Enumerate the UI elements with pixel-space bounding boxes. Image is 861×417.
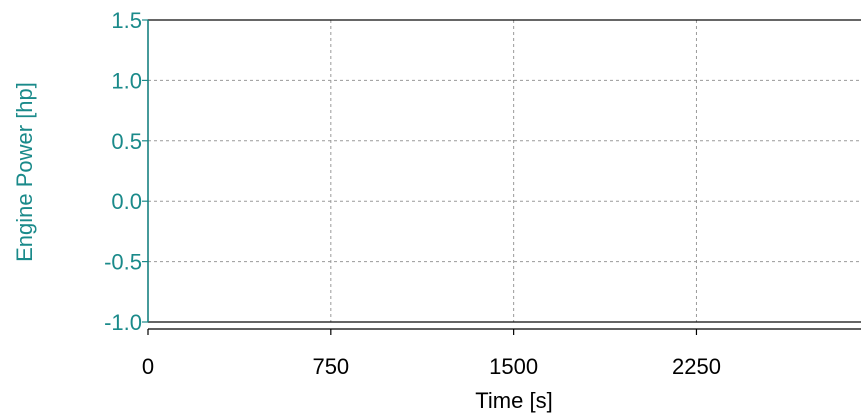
y-tick-label: 0.5	[111, 129, 142, 154]
plot-frame	[147, 19, 861, 323]
grid-lines	[148, 20, 861, 322]
y-tick-label: -0.5	[104, 250, 142, 275]
x-tick-label: 0	[142, 354, 154, 379]
y-axis-ticks: -1.0 -0.5 0.0 0.5 1.0 1.5	[104, 8, 148, 335]
x-tick-label: 2250	[672, 354, 721, 379]
y-tick-label: 1.5	[111, 8, 142, 33]
x-axis-ticks: 0 750 1500 2250	[142, 329, 721, 379]
x-tick-label: 1500	[489, 354, 538, 379]
y-tick-label: 0.0	[111, 189, 142, 214]
y-axis-label: Engine Power [hp]	[12, 82, 37, 262]
y-tick-label: -1.0	[104, 310, 142, 335]
x-tick-label: 750	[312, 354, 349, 379]
x-axis-label: Time [s]	[475, 388, 552, 413]
y-tick-label: 1.0	[111, 68, 142, 93]
